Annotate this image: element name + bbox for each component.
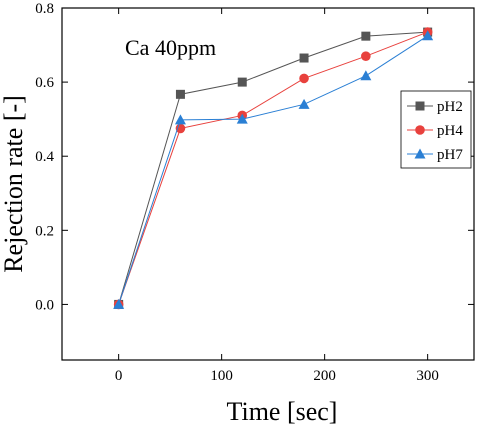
series-layer — [113, 27, 434, 310]
legend-item: pH4 — [407, 123, 463, 139]
legend-item: pH2 — [407, 99, 463, 115]
legend-marker — [414, 148, 426, 159]
data-point — [174, 114, 186, 125]
legend-label: pH2 — [437, 99, 463, 115]
legend-marker — [415, 101, 425, 111]
legend-label: pH7 — [437, 147, 463, 163]
x-tick-label: 300 — [416, 368, 439, 384]
legend-item: pH7 — [407, 147, 463, 163]
series-line — [118, 31, 428, 305]
series-line — [118, 35, 428, 305]
legend-marker — [415, 125, 425, 135]
x-tick-label: 0 — [115, 368, 123, 384]
data-point — [299, 53, 309, 63]
axis-ticks: 0 100 200 300 0.0 0.2 0.4 0.6 0.8 — [35, 1, 474, 384]
y-tick-label: 0.6 — [35, 75, 54, 91]
data-point — [298, 98, 310, 109]
y-tick-label: 0.2 — [35, 223, 54, 239]
data-point — [299, 73, 309, 84]
x-tick-label: 100 — [210, 368, 233, 384]
data-point — [113, 298, 125, 309]
chart-annotation: Ca 40ppm — [125, 35, 216, 60]
y-tick-label: 0.4 — [35, 149, 54, 165]
y-axis-title: Rejection rate [-] — [0, 95, 28, 273]
legend-box — [400, 90, 472, 169]
data-point — [360, 70, 372, 81]
series-ph2 — [114, 27, 433, 309]
x-axis-title: Time [sec] — [227, 397, 338, 426]
data-point — [361, 31, 371, 41]
data-point — [237, 77, 247, 87]
plot-frame — [61, 7, 475, 361]
data-point — [236, 113, 248, 124]
data-point — [175, 89, 185, 99]
data-point — [361, 51, 371, 61]
y-tick-label: 0.8 — [35, 1, 54, 17]
series-line — [118, 31, 428, 305]
data-point — [422, 30, 434, 41]
series-ph7 — [113, 30, 434, 309]
y-tick-label: 0.0 — [35, 297, 54, 313]
legend-label: pH4 — [437, 123, 463, 139]
x-tick-label: 200 — [313, 368, 336, 384]
legend: pH2 pH4 pH7 — [400, 90, 472, 169]
